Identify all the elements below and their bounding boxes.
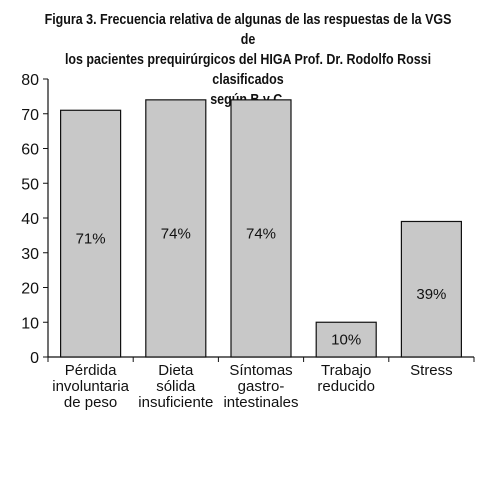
category-label: Síntomas [229,362,292,379]
data-label: 74% [161,225,191,242]
chart-title: Figura 3. Frecuencia relativa de algunas… [43,10,452,110]
category-label: de peso [64,394,117,411]
chart-title-line-2: los pacientes prequirúrgicos del HIGA Pr… [64,52,432,88]
y-tick-label: 60 [21,142,39,159]
y-tick-label: 10 [21,315,39,332]
y-tick-label: 50 [21,176,39,193]
category-label: Pérdida [65,362,117,379]
data-label: 39% [416,286,446,303]
bar [400,220,462,358]
category-label: sólida [156,378,196,395]
y-tick-label: 70 [21,107,39,124]
category-label: Dieta [158,362,194,379]
y-tick-label: 80 [21,72,39,89]
chart-title-line-1: Figura 3. Frecuencia relativa de algunas… [44,12,452,48]
bar [315,321,377,358]
data-label: 71% [76,231,106,248]
y-tick-label: 30 [21,246,39,263]
category-label: involuntaria [52,378,129,395]
category-label: intestinales [223,394,298,411]
y-tick-label: 40 [21,211,39,228]
data-label: 10% [331,332,361,349]
category-label: Trabajo [321,362,371,379]
category-label: Stress [410,362,453,379]
category-label: reducido [317,378,375,395]
bar [145,99,207,358]
category-label: gastro- [238,378,285,395]
category-label: insuficiente [138,394,213,411]
bar [59,109,122,358]
y-tick-label: 0 [30,350,39,367]
y-tick-label: 20 [21,281,39,298]
data-label: 74% [246,225,276,242]
bar [230,99,292,358]
